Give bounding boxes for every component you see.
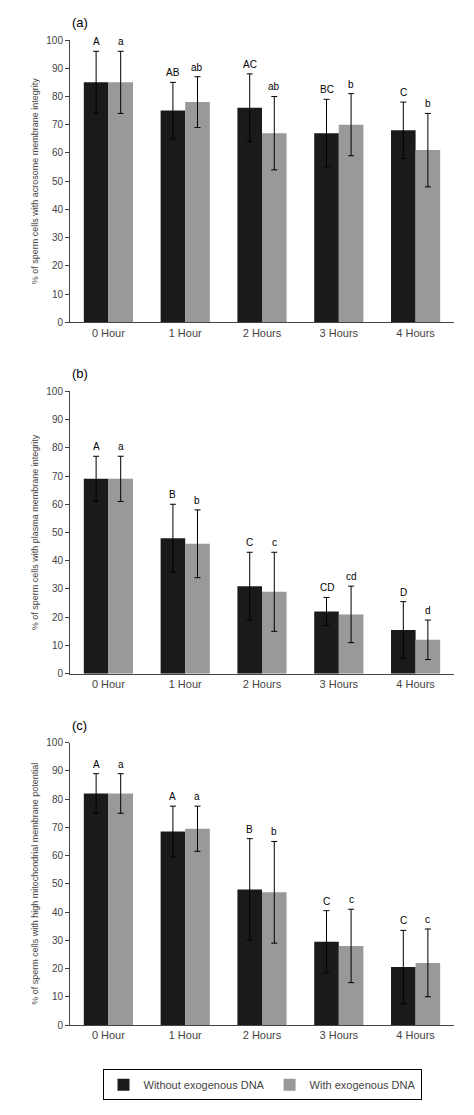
svg-text:90: 90	[52, 414, 64, 425]
svg-text:c: c	[272, 537, 277, 548]
svg-text:50: 50	[52, 176, 64, 187]
svg-text:b: b	[271, 826, 277, 837]
svg-text:a: a	[118, 441, 124, 452]
svg-text:20: 20	[52, 260, 64, 271]
svg-text:BC: BC	[320, 84, 334, 95]
svg-text:Without exogenous DNA: Without exogenous DNA	[144, 1079, 265, 1091]
svg-text:AB: AB	[166, 67, 180, 78]
svg-text:3 Hours: 3 Hours	[320, 1029, 359, 1041]
svg-text:70: 70	[52, 471, 64, 482]
svg-text:(a): (a)	[72, 15, 88, 30]
svg-text:CD: CD	[320, 582, 334, 593]
svg-text:60: 60	[52, 850, 64, 861]
svg-text:b: b	[194, 495, 200, 506]
svg-text:C: C	[323, 896, 330, 907]
svg-text:0 Hour: 0 Hour	[92, 678, 125, 690]
svg-text:90: 90	[52, 765, 64, 776]
svg-text:30: 30	[52, 935, 64, 946]
svg-text:80: 80	[52, 794, 64, 805]
svg-text:c: c	[425, 914, 430, 925]
svg-text:10: 10	[52, 640, 64, 651]
svg-text:70: 70	[52, 119, 64, 130]
svg-text:20: 20	[52, 612, 64, 623]
svg-text:ab: ab	[191, 62, 203, 73]
svg-text:C: C	[400, 915, 407, 926]
svg-text:60: 60	[52, 499, 64, 510]
svg-text:90: 90	[52, 63, 64, 74]
svg-text:1 Hour: 1 Hour	[169, 1029, 202, 1041]
svg-text:3 Hours: 3 Hours	[320, 327, 359, 339]
svg-text:ab: ab	[268, 81, 280, 92]
svg-text:a: a	[194, 791, 200, 802]
svg-text:% of sperm cells with high mit: % of sperm cells with high mitochondrial…	[30, 763, 40, 1005]
svg-text:0: 0	[57, 668, 63, 679]
svg-text:A: A	[93, 759, 100, 770]
svg-text:A: A	[93, 441, 100, 452]
svg-text:C: C	[246, 537, 253, 548]
svg-text:4 Hours: 4 Hours	[396, 678, 435, 690]
svg-text:A: A	[169, 791, 176, 802]
svg-text:2 Hours: 2 Hours	[243, 1029, 282, 1041]
svg-text:b: b	[425, 98, 431, 109]
svg-text:d: d	[425, 605, 431, 616]
svg-text:60: 60	[52, 147, 64, 158]
svg-text:20: 20	[52, 963, 64, 974]
svg-text:With exogenous DNA: With exogenous DNA	[310, 1079, 416, 1091]
svg-text:0 Hour: 0 Hour	[92, 327, 125, 339]
svg-text:0: 0	[57, 317, 63, 328]
svg-text:(c): (c)	[72, 718, 87, 733]
svg-text:80: 80	[52, 91, 64, 102]
svg-text:B: B	[169, 489, 176, 500]
svg-text:1 Hour: 1 Hour	[169, 678, 202, 690]
svg-text:30: 30	[52, 583, 64, 594]
svg-text:100: 100	[46, 737, 63, 748]
svg-text:a: a	[118, 36, 124, 47]
svg-text:80: 80	[52, 442, 64, 453]
svg-text:2 Hours: 2 Hours	[243, 327, 282, 339]
svg-text:% of sperm cells with acrosome: % of sperm cells with acrosome membrane …	[30, 78, 40, 285]
svg-text:c: c	[349, 894, 354, 905]
svg-text:4 Hours: 4 Hours	[396, 327, 435, 339]
svg-text:% of sperm cells with plasma m: % of sperm cells with plasma membrane in…	[30, 434, 40, 630]
svg-text:4 Hours: 4 Hours	[396, 1029, 435, 1041]
svg-text:3 Hours: 3 Hours	[320, 678, 359, 690]
svg-text:10: 10	[52, 991, 64, 1002]
svg-text:40: 40	[52, 204, 64, 215]
svg-text:A: A	[93, 36, 100, 47]
svg-text:50: 50	[52, 527, 64, 538]
svg-text:40: 40	[52, 907, 64, 918]
svg-text:a: a	[118, 759, 124, 770]
svg-text:40: 40	[52, 555, 64, 566]
svg-text:AC: AC	[243, 59, 257, 70]
svg-text:10: 10	[52, 289, 64, 300]
svg-text:2 Hours: 2 Hours	[243, 678, 282, 690]
svg-text:70: 70	[52, 822, 64, 833]
svg-text:B: B	[246, 824, 253, 835]
svg-text:b: b	[348, 79, 354, 90]
svg-text:D: D	[400, 587, 407, 598]
svg-text:30: 30	[52, 232, 64, 243]
svg-text:C: C	[400, 87, 407, 98]
svg-text:cd: cd	[346, 571, 357, 582]
svg-text:0 Hour: 0 Hour	[92, 1029, 125, 1041]
svg-text:1 Hour: 1 Hour	[169, 327, 202, 339]
svg-text:(b): (b)	[72, 366, 88, 381]
svg-text:0: 0	[57, 1020, 63, 1031]
svg-text:100: 100	[46, 386, 63, 397]
svg-text:50: 50	[52, 878, 64, 889]
svg-text:100: 100	[46, 35, 63, 46]
